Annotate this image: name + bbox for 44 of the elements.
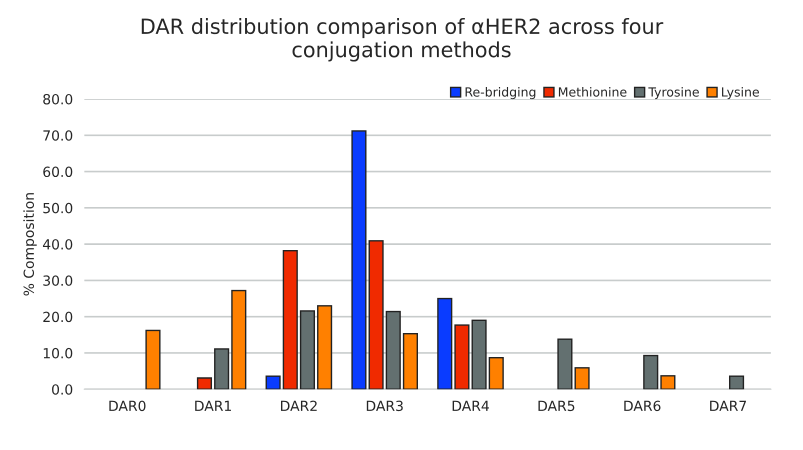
- bar: [386, 310, 401, 390]
- legend-label: Re-bridging: [466, 87, 536, 100]
- bar: [437, 298, 452, 390]
- bar: [145, 330, 161, 390]
- y-tick-label: 10.0: [44, 348, 72, 358]
- bar: [317, 305, 332, 390]
- bar: [643, 354, 658, 390]
- x-tick-label: DAR5: [538, 400, 574, 412]
- y-tick-label: 80.0: [43, 94, 72, 104]
- x-tick-label: DAR6: [624, 400, 660, 412]
- x-tick-label: DAR2: [281, 400, 317, 411]
- bar: [231, 290, 246, 390]
- legend-label: Tyrosine: [648, 87, 699, 100]
- y-tick-label: 30.0: [43, 275, 72, 286]
- legend-label: Methionine: [558, 87, 626, 97]
- bar: [214, 348, 230, 390]
- chart-title: DAR distribution comparison of αHER2 across four conjugation methods: [142, 18, 664, 62]
- bar: [402, 333, 418, 390]
- bar: [282, 250, 298, 390]
- x-tick-label: DAR3: [366, 400, 403, 412]
- x-tick-label: DAR1: [195, 400, 231, 411]
- bar: [266, 375, 281, 390]
- bar: [728, 375, 744, 390]
- y-tick-label: 50.0: [43, 202, 72, 214]
- y-tick-label: 0.0: [52, 384, 72, 395]
- x-tick-label: DAR0: [109, 400, 146, 412]
- y-tick-label: 70.0: [43, 130, 72, 141]
- bar: [454, 324, 470, 390]
- legend-label: Lysine: [722, 87, 759, 100]
- bar: [368, 240, 384, 390]
- bar: [300, 310, 316, 390]
- bar: [351, 130, 366, 390]
- y-tick-label: 20.0: [43, 312, 72, 322]
- bar: [574, 367, 590, 390]
- bar: [557, 338, 572, 390]
- x-tick-label: DAR4: [452, 400, 489, 411]
- bar: [472, 320, 487, 390]
- bar: [488, 356, 504, 390]
- y-axis-title: % Composition: [23, 193, 37, 296]
- bar: [196, 377, 212, 390]
- bar: [660, 375, 676, 390]
- y-tick-label: 60.0: [43, 166, 72, 178]
- y-tick-label: 40.0: [42, 239, 72, 250]
- x-tick-label: DAR7: [710, 400, 746, 411]
